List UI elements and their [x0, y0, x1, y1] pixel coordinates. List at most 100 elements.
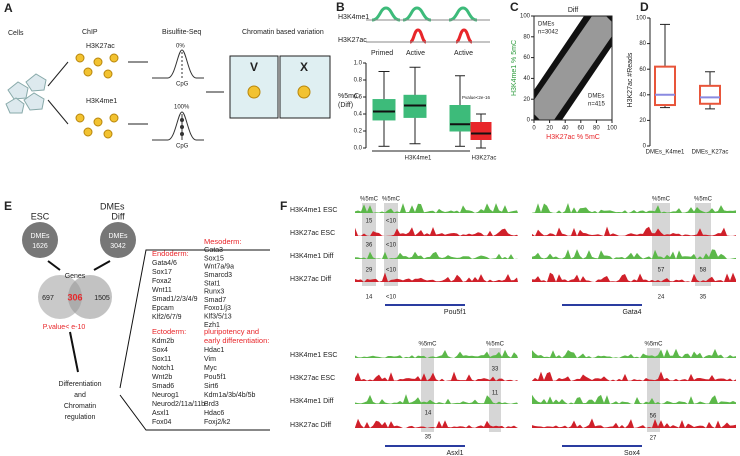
signal-track — [532, 418, 736, 428]
panel-label: A — [4, 1, 13, 15]
methylation-value: <10 — [386, 295, 397, 301]
gene: Fox04 — [152, 419, 172, 426]
mark-label: %5mC — [644, 342, 663, 348]
diff-circle — [100, 222, 136, 258]
text: Cells — [8, 30, 24, 37]
highlight — [421, 348, 434, 432]
arrows — [47, 61, 224, 125]
y-tick-label: 0.8 — [354, 78, 363, 84]
gene: Hdac1 — [204, 347, 224, 354]
text: 1626 — [32, 243, 48, 250]
gene: Smarcd3 — [204, 272, 232, 279]
box — [372, 99, 396, 121]
text: DMEs — [108, 233, 128, 240]
track-label: H3K4me1 ESC — [290, 352, 337, 359]
variation-cells — [247, 85, 311, 99]
panel-label: E — [4, 199, 12, 213]
gene: Foxo1/j3 — [204, 305, 231, 312]
y-tick-label: 1.0 — [354, 61, 363, 67]
signal-track — [355, 203, 518, 213]
signal-track — [532, 226, 736, 236]
e-arrows — [47, 260, 111, 373]
outcome: regulation — [65, 414, 96, 421]
methylation-value: 35 — [425, 435, 432, 441]
track-label: H3K27ac ESC — [290, 230, 335, 237]
group-title: Mesoderm: — [204, 237, 242, 246]
annotation: n=415 — [588, 102, 606, 108]
y-tick-label: 40 — [639, 92, 646, 98]
signal-track — [355, 251, 518, 259]
gene-name: Sox4 — [624, 450, 640, 456]
gene: Hdac6 — [204, 410, 224, 417]
bisulfite-sketch — [152, 49, 204, 141]
text: Genes — [65, 273, 86, 280]
gene: Runx3 — [204, 289, 224, 296]
gene: Neurog1 — [152, 392, 179, 399]
signal-track — [532, 272, 736, 282]
text: 1505 — [94, 295, 110, 302]
methylation-value: 11 — [492, 391, 499, 397]
state-peaks — [371, 6, 478, 44]
gene: Smad7 — [204, 297, 226, 304]
gene-name: Asxl1 — [446, 450, 463, 456]
panel-label: D — [640, 0, 649, 14]
methylation-value: <10 — [386, 243, 397, 249]
methyl-dots — [180, 118, 184, 136]
y-axis-label: H3K27ac #Reads — [627, 52, 634, 107]
state-lines — [366, 19, 490, 43]
text: 100% — [174, 105, 190, 111]
y-tick-label: 60 — [523, 55, 530, 61]
esc-circle — [22, 222, 58, 258]
track-label: H3K27ac Diff — [290, 422, 331, 429]
gene-name: Gata4 — [622, 309, 641, 316]
gene: Sirt6 — [204, 383, 219, 390]
signal-track — [532, 394, 736, 404]
text: 3042 — [110, 243, 126, 250]
gene: Wnt7a/9a — [204, 264, 234, 271]
track-label: H3K4me1 Diff — [290, 398, 334, 405]
outcome: Differentiation — [58, 381, 101, 388]
x-tick-label: DMEs_K4me1 — [646, 150, 685, 156]
highlight — [362, 203, 376, 286]
gene: Myc — [204, 365, 217, 372]
gene-name: Pou5f1 — [444, 309, 466, 316]
y-tick-label: 60 — [639, 67, 646, 73]
text: 0% — [176, 44, 185, 50]
gene: Neurod2/11a/11b — [152, 401, 205, 408]
mark-label: %5mC — [418, 342, 437, 348]
box — [654, 65, 676, 107]
gene: Kdm2b — [152, 338, 174, 345]
y-tick-label: 0.6 — [354, 95, 363, 101]
y-tick-label: 0.2 — [354, 129, 363, 135]
text: Primed — [371, 50, 393, 57]
signal-track — [355, 349, 518, 358]
mark-label: %5mC — [652, 197, 671, 203]
text: H3K27ac — [338, 37, 367, 44]
text: CpG — [176, 82, 189, 88]
highlight — [652, 203, 670, 286]
gene: Vim — [204, 356, 216, 363]
y-tick-label: 80 — [639, 41, 646, 47]
y-tick-label: 20 — [523, 97, 530, 103]
gene: Sox11 — [152, 356, 171, 363]
text: Diff — [111, 211, 125, 221]
panel-label: F — [280, 199, 287, 213]
group-label: H3K27ac — [472, 156, 497, 162]
signal-track — [532, 371, 736, 381]
methylation-value: <10 — [386, 268, 397, 274]
gene: Stat1 — [204, 280, 220, 287]
x-tick-label: 20 — [546, 126, 553, 132]
plot-frame — [533, 15, 613, 121]
gene: Epcam — [152, 305, 174, 312]
signal-track — [532, 249, 736, 259]
x-tick-label: 40 — [562, 126, 569, 132]
text: ESC — [31, 211, 50, 221]
methylation-value: 14 — [425, 411, 432, 417]
x-axis-label: H3K27ac % 5mC — [546, 134, 600, 141]
methylation-value: 15 — [366, 219, 373, 225]
signal-track — [532, 348, 736, 358]
x-tick-label: DMEs_K27ac — [692, 150, 729, 156]
group-title: Ectoderm: — [152, 327, 186, 336]
box — [470, 122, 492, 140]
